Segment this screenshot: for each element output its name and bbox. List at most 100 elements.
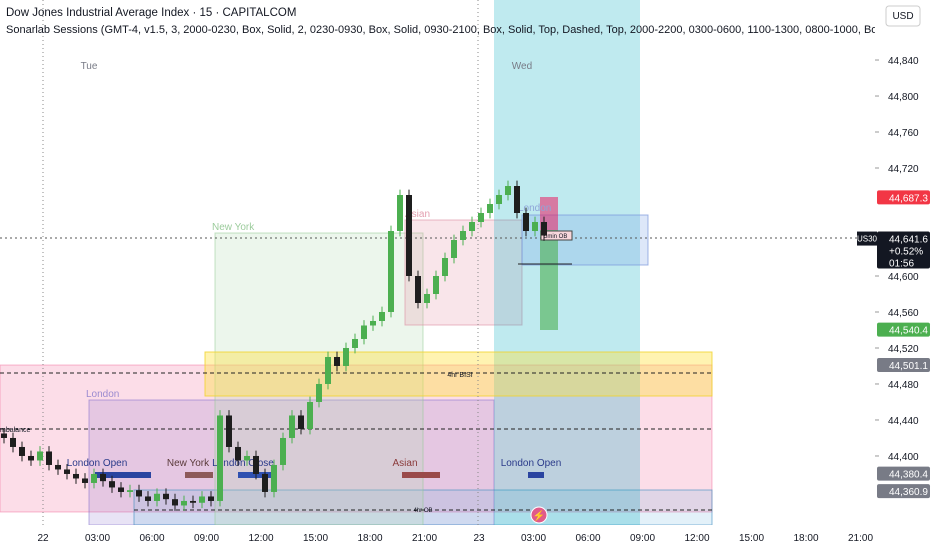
candle-body xyxy=(415,275,421,303)
price-axis[interactable] xyxy=(875,0,932,550)
x-tick-label: 03:00 xyxy=(521,533,546,544)
candle-body xyxy=(460,231,466,240)
session-label: London Open xyxy=(67,458,128,469)
session-bar xyxy=(95,472,151,478)
currency-button[interactable] xyxy=(885,5,921,27)
y-tick-label: 44,600 xyxy=(888,272,919,283)
candle-body xyxy=(172,499,178,506)
candle-body xyxy=(145,496,151,501)
candle-body xyxy=(532,222,538,232)
candle-body xyxy=(190,500,196,503)
price-tag-label: 44,501.1 xyxy=(889,361,928,372)
x-tick-label: 18:00 xyxy=(793,533,818,544)
session-bar xyxy=(528,472,544,478)
candle-body xyxy=(487,204,493,214)
last-price-label: 44,641.6 xyxy=(889,235,928,246)
candle-body xyxy=(10,437,16,447)
y-tick-label: 44,720 xyxy=(888,164,919,175)
zone-label: 4hr BISI xyxy=(447,372,472,379)
event-icon[interactable] xyxy=(530,506,548,524)
price-tag xyxy=(877,190,930,205)
candle-body xyxy=(208,496,214,501)
candle-body xyxy=(91,473,97,483)
last-price-countdown: 01:56 xyxy=(889,259,914,270)
x-tick-label: 15:00 xyxy=(303,533,328,544)
indicator-label: Sonarlab Sessions (GMT-4, v1.5, 3, 2000-… xyxy=(6,24,932,36)
x-tick-label: 12:00 xyxy=(684,533,709,544)
session-label: Asian xyxy=(392,458,417,469)
y-tick-label: 44,840 xyxy=(888,56,919,67)
x-tick-label: 22 xyxy=(37,533,49,544)
candle-body xyxy=(109,481,115,488)
session-label: New York xyxy=(212,222,255,233)
currency[interactable]: USD xyxy=(892,11,913,22)
chart-title: Dow Jones Industrial Average Index · 15 … xyxy=(6,7,296,19)
x-tick-label: 06:00 xyxy=(575,533,600,544)
symbol-label: US30 xyxy=(857,235,878,244)
time-axis[interactable] xyxy=(0,525,875,550)
day-label: Wed xyxy=(512,61,532,72)
candle-body xyxy=(28,455,34,461)
session-bar xyxy=(185,472,213,478)
x-tick-label: 18:00 xyxy=(357,533,382,544)
x-tick-label: 12:00 xyxy=(248,533,273,544)
candle-body xyxy=(181,500,187,506)
x-tick-label: 03:00 xyxy=(85,533,110,544)
candle-body xyxy=(1,433,7,438)
last-price-tag xyxy=(877,231,930,269)
candles xyxy=(1,180,547,511)
candle-body xyxy=(118,487,124,492)
event-icon-glyph: ⚡ xyxy=(533,509,545,522)
candle-body xyxy=(46,451,52,465)
x-tick-label: 21:00 xyxy=(412,533,437,544)
price-tag xyxy=(877,466,930,481)
bisi-zone xyxy=(204,351,713,397)
session-label: Asian xyxy=(405,209,430,220)
candle-body xyxy=(82,478,88,483)
y-tick-label: 44,480 xyxy=(888,380,919,391)
session-column xyxy=(494,0,640,525)
candle-body xyxy=(352,338,358,348)
candle-body xyxy=(262,473,268,492)
x-tick-label: 21:00 xyxy=(848,533,873,544)
candle-body xyxy=(388,231,394,312)
candle-body xyxy=(379,311,385,321)
session-bar xyxy=(402,472,440,478)
candle-body xyxy=(154,493,160,501)
candle-body xyxy=(37,451,43,461)
candle-body xyxy=(298,415,304,429)
candle-body xyxy=(505,186,511,196)
session-label: London xyxy=(86,389,119,400)
candle-body xyxy=(19,446,25,456)
candle-body xyxy=(523,213,529,232)
session-label: New York xyxy=(167,458,210,469)
candle-body xyxy=(397,195,403,232)
candle-body xyxy=(199,496,205,503)
day-label: Tue xyxy=(81,61,98,72)
candle-body xyxy=(514,186,520,214)
candle-body xyxy=(55,464,61,470)
price-tag xyxy=(877,322,930,337)
zone-label: 4hr OB xyxy=(413,508,432,514)
candle-body xyxy=(325,356,331,384)
x-tick-label: 23 xyxy=(473,533,485,544)
candle-body xyxy=(289,415,295,438)
candle-body xyxy=(361,325,367,339)
candle-body xyxy=(442,257,448,276)
y-tick-label: 44,520 xyxy=(888,344,919,355)
price-tag-label: 44,687.3 xyxy=(889,193,928,204)
candle-body xyxy=(73,473,79,479)
candle-body xyxy=(406,195,412,276)
zone-label: 5min OB xyxy=(544,234,567,240)
candle-body xyxy=(136,490,142,497)
candle-body xyxy=(343,347,349,366)
candle-body xyxy=(271,464,277,492)
candle-body xyxy=(307,401,313,429)
session-label: London xyxy=(518,203,551,214)
candle-body xyxy=(424,293,430,303)
x-tick-label: 09:00 xyxy=(194,533,219,544)
price-tag-label: 44,540.4 xyxy=(889,326,928,337)
session-label: London Open xyxy=(501,458,562,469)
